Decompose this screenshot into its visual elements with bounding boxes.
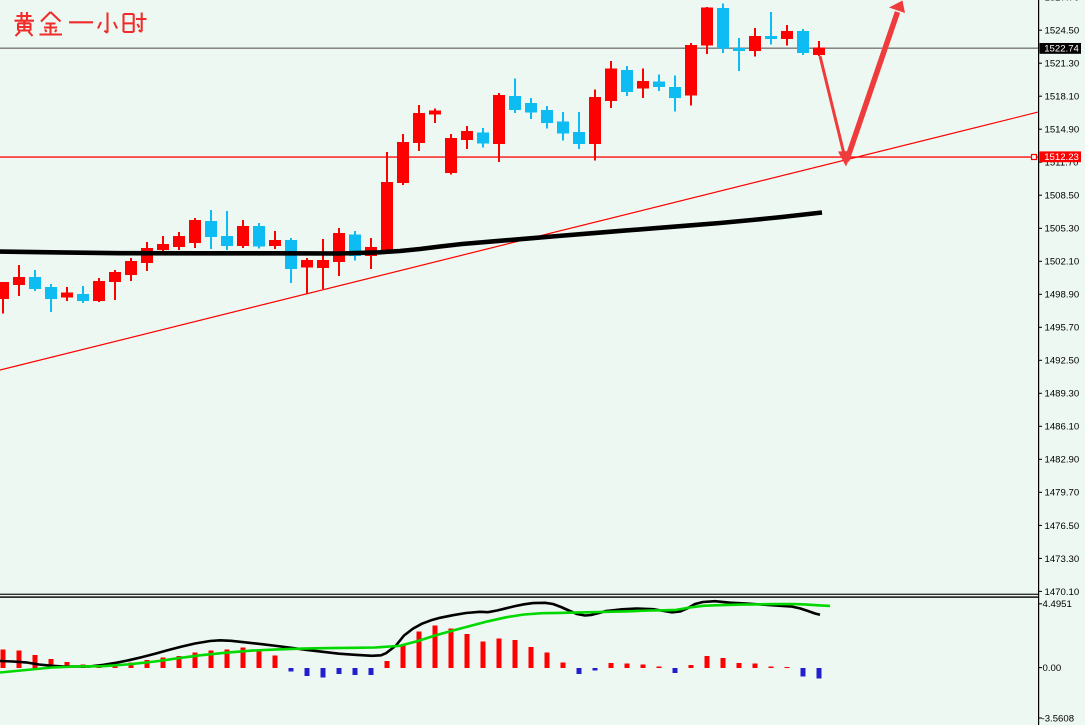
svg-text:1476.50: 1476.50 (1045, 521, 1080, 532)
svg-text:1492.50: 1492.50 (1045, 356, 1080, 367)
svg-text:1514.90: 1514.90 (1045, 125, 1080, 136)
svg-text:1511.70: 1511.70 (1045, 158, 1079, 169)
svg-text:1508.50: 1508.50 (1045, 191, 1080, 202)
svg-text:1521.30: 1521.30 (1045, 59, 1080, 70)
svg-text:1495.70: 1495.70 (1045, 323, 1080, 334)
svg-text:1473.30: 1473.30 (1045, 554, 1080, 565)
svg-text:1522.74: 1522.74 (1044, 44, 1079, 55)
svg-text:1486.10: 1486.10 (1045, 422, 1080, 433)
svg-text:1498.90: 1498.90 (1045, 290, 1080, 301)
svg-text:1527.70: 1527.70 (1045, 0, 1080, 4)
svg-text:1518.10: 1518.10 (1045, 92, 1080, 103)
svg-text:1479.70: 1479.70 (1045, 488, 1080, 499)
svg-text:1482.90: 1482.90 (1045, 455, 1080, 466)
svg-text:1470.10: 1470.10 (1045, 587, 1080, 598)
svg-text:4.4951: 4.4951 (1043, 599, 1072, 610)
svg-text:-3.5608: -3.5608 (1042, 713, 1075, 724)
svg-text:0.00: 0.00 (1043, 663, 1062, 674)
svg-text:1489.30: 1489.30 (1045, 389, 1080, 400)
svg-text:1502.10: 1502.10 (1045, 257, 1080, 268)
svg-text:1512.23: 1512.23 (1044, 152, 1079, 163)
svg-text:1524.50: 1524.50 (1045, 26, 1080, 37)
svg-text:1505.30: 1505.30 (1045, 224, 1080, 235)
